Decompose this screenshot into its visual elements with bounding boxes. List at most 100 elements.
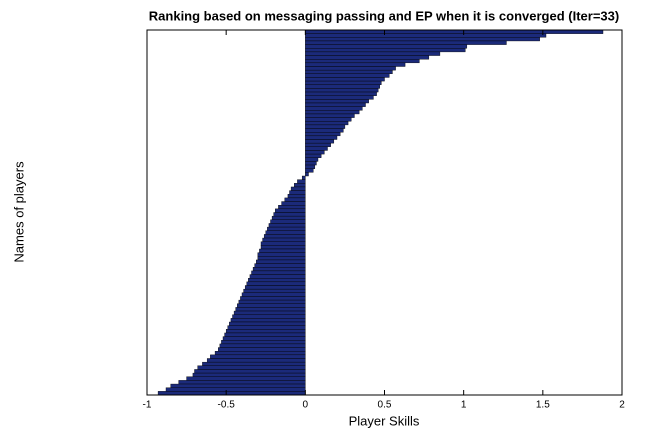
bar <box>305 80 382 85</box>
bar <box>229 321 306 326</box>
bar <box>305 172 309 177</box>
bar <box>305 117 352 122</box>
bar <box>305 48 466 53</box>
bar <box>305 29 604 34</box>
bar <box>305 142 331 147</box>
bar <box>170 383 306 388</box>
bar <box>257 252 306 257</box>
bar <box>237 303 306 308</box>
bar <box>246 281 306 286</box>
bar <box>233 310 306 315</box>
bar <box>178 380 306 385</box>
bar <box>265 230 306 235</box>
bar <box>301 175 306 180</box>
bar <box>305 131 341 137</box>
bar <box>206 358 306 363</box>
bar <box>214 351 306 356</box>
bar <box>305 135 338 140</box>
bar <box>186 376 306 381</box>
bar <box>257 256 306 261</box>
bar <box>275 208 306 213</box>
bar <box>287 194 306 199</box>
bar <box>305 33 547 38</box>
bar <box>305 51 441 56</box>
x-tick-label: -1 <box>143 400 152 411</box>
bar <box>305 88 379 93</box>
bar <box>305 150 325 155</box>
x-tick-label: -0.5 <box>218 400 236 411</box>
bar <box>202 361 306 366</box>
bar <box>305 44 468 49</box>
bar <box>305 161 317 166</box>
x-tick-label: 1 <box>461 400 467 411</box>
bar <box>305 106 363 111</box>
bar <box>225 329 306 334</box>
bar <box>267 226 306 231</box>
bar <box>197 365 306 370</box>
bar <box>249 274 306 279</box>
bar <box>224 332 306 337</box>
y-axis-label: Names of players <box>11 161 26 263</box>
bar <box>278 204 306 210</box>
chart-title: Ranking based on messaging passing and E… <box>149 8 619 23</box>
bar <box>305 73 390 78</box>
bar <box>192 372 306 377</box>
bar <box>305 146 328 151</box>
bar <box>243 288 306 293</box>
bar <box>289 190 306 195</box>
bar <box>240 296 306 301</box>
bar <box>221 340 306 345</box>
bar <box>210 354 306 359</box>
bar <box>305 95 374 100</box>
bar <box>305 121 349 126</box>
bar <box>219 343 306 348</box>
x-tick-label: 1.5 <box>536 400 550 411</box>
bar <box>256 259 306 264</box>
bar <box>305 37 540 42</box>
bar <box>297 179 306 184</box>
bar <box>252 267 306 272</box>
bar <box>305 168 314 173</box>
x-tick-label: 0.5 <box>378 400 392 411</box>
bar <box>305 113 355 118</box>
bar <box>305 84 380 89</box>
bar <box>305 110 360 115</box>
bar <box>165 387 306 392</box>
bar <box>305 102 366 107</box>
bar <box>254 263 306 268</box>
bar <box>305 66 396 71</box>
bar <box>290 186 306 191</box>
bar <box>157 391 306 396</box>
bar <box>235 307 306 312</box>
bar <box>218 347 306 352</box>
bar <box>194 369 306 374</box>
plot-frame <box>146 29 623 396</box>
bar <box>305 62 406 67</box>
bar <box>260 245 306 250</box>
bar <box>305 153 322 158</box>
x-tick-label: 2 <box>619 400 625 411</box>
bar <box>262 237 306 242</box>
bar <box>241 292 306 297</box>
bar <box>284 197 306 202</box>
bar <box>294 183 306 188</box>
bar <box>270 219 306 224</box>
bar <box>273 212 306 217</box>
bar <box>305 69 393 75</box>
x-axis-label: Player Skills <box>349 413 420 428</box>
bar <box>305 139 335 144</box>
bar <box>281 201 306 206</box>
bar <box>271 215 306 220</box>
bar <box>263 234 306 239</box>
bar <box>305 91 377 96</box>
x-tick-label: 0 <box>303 400 309 411</box>
bar <box>251 270 306 275</box>
bar <box>305 124 346 129</box>
bar <box>305 77 385 82</box>
bar <box>305 99 369 104</box>
bar <box>230 318 306 323</box>
bar <box>305 40 507 45</box>
bar <box>238 299 306 304</box>
bar <box>305 59 420 64</box>
